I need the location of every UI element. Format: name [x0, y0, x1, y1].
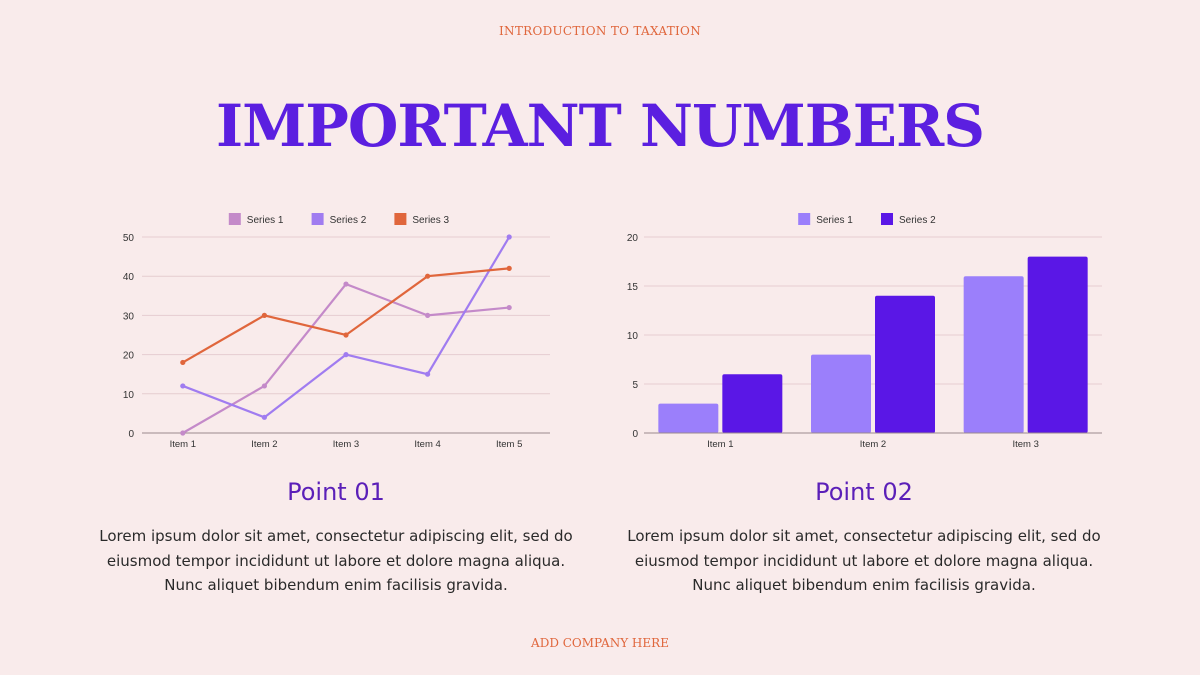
data-point — [180, 430, 186, 436]
y-tick-label: 20 — [123, 351, 135, 362]
point-01-text: Lorem ipsum dolor sit amet, consectetur … — [99, 527, 573, 594]
data-point — [425, 371, 431, 377]
legend-label: Series 2 — [899, 215, 936, 226]
data-point — [180, 383, 186, 389]
data-point — [343, 352, 349, 358]
slide-top-label: INTRODUCTION TO TAXATION — [498, 24, 701, 38]
data-point — [261, 312, 267, 318]
y-tick-label: 15 — [627, 282, 639, 293]
y-tick-label: 10 — [627, 331, 639, 342]
y-tick-label: 50 — [123, 233, 135, 244]
x-tick-label: Item 5 — [496, 439, 522, 450]
y-tick-label: 0 — [632, 429, 638, 440]
legend-label: Series 1 — [816, 215, 853, 226]
x-tick-label: Item 2 — [860, 439, 886, 450]
legend-swatch — [798, 213, 811, 225]
y-tick-label: 0 — [128, 429, 134, 440]
data-point — [506, 304, 512, 311]
slide-footer: ADD COMPANY HERE — [531, 636, 669, 650]
data-point — [506, 234, 512, 240]
x-tick-label: Item 1 — [170, 439, 196, 450]
bar — [658, 403, 719, 433]
data-point — [261, 383, 267, 389]
series-line — [182, 282, 510, 434]
data-point — [261, 414, 267, 420]
data-point — [425, 273, 431, 279]
y-tick-label: 10 — [123, 390, 135, 401]
x-tick-label: Item 2 — [251, 439, 277, 450]
x-tick-label: Item 4 — [414, 439, 440, 450]
y-tick-label: 5 — [632, 380, 638, 391]
series-line — [182, 236, 511, 419]
legend-swatch — [394, 213, 407, 225]
y-tick-label: 30 — [123, 311, 135, 322]
line-chart: 0 10 20 30 40 50 Item 1 Item 2 Item 3 Item 4 Item … — [123, 213, 550, 450]
x-tick-label: Item 1 — [707, 439, 733, 450]
data-point — [343, 281, 349, 287]
point-02-text: Lorem ipsum dolor sit amet, consectetur … — [627, 527, 1101, 594]
slide-title: IMPORTANT NUMBERS — [215, 92, 985, 160]
data-point — [343, 332, 349, 338]
legend-label: Series 2 — [330, 215, 367, 226]
point-02-title: Point 02 — [815, 478, 913, 506]
data-point — [425, 312, 431, 318]
y-tick-label: 20 — [627, 233, 639, 244]
point-01-title: Point 01 — [287, 478, 385, 506]
bar — [722, 374, 783, 433]
y-tick-label: 40 — [123, 272, 135, 283]
bar — [875, 295, 935, 433]
bar — [1027, 256, 1088, 433]
legend-swatch — [881, 213, 893, 225]
bar — [811, 354, 871, 433]
data-point — [506, 265, 512, 271]
x-tick-label: Item 3 — [333, 439, 359, 450]
bar — [963, 276, 1024, 433]
x-tick-label: Item 3 — [1012, 439, 1038, 450]
legend-swatch — [228, 213, 241, 225]
legend-label: Series 1 — [247, 215, 284, 226]
legend-swatch — [311, 213, 324, 225]
legend-label: Series 3 — [412, 215, 449, 226]
bar-chart: 0 5 10 15 20 Item 1 Item 2 Item 3 Series 1 Series… — [627, 213, 1102, 450]
data-point — [180, 359, 186, 366]
